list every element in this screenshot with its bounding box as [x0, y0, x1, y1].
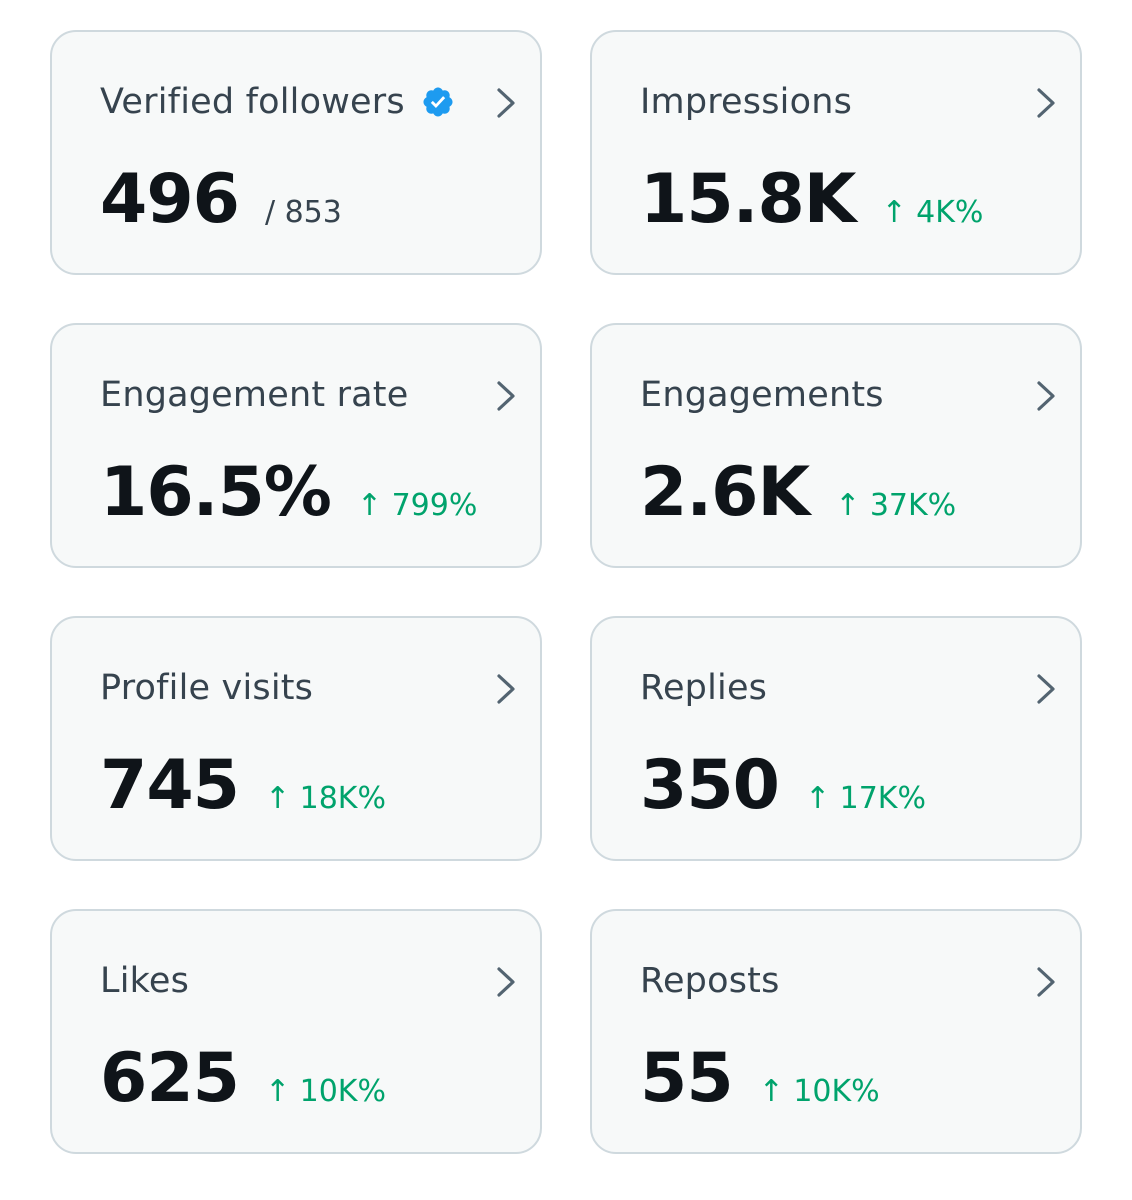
metric-change: ↑ 17K% [804, 781, 926, 816]
chevron-right-icon[interactable] [1034, 965, 1058, 999]
metric-change: ↑ 10K% [264, 1074, 386, 1109]
card-title: Verified followers [100, 82, 405, 122]
value-row: 15.8K ↑ 4K% [640, 160, 983, 240]
card-title-row: Verified followers [100, 82, 455, 122]
card-title: Replies [640, 668, 768, 708]
card-title: Likes [100, 961, 190, 1001]
metric-value: 745 [100, 746, 240, 825]
chevron-right-icon[interactable] [1034, 379, 1058, 413]
metric-change: ↑ 4K% [881, 195, 984, 230]
card-title: Engagements [640, 375, 884, 415]
card-engagement-rate[interactable]: Engagement rate 16.5% ↑ 799% [50, 323, 542, 568]
metric-change: ↑ 799% [356, 488, 478, 523]
card-title-row: Engagement rate [100, 375, 408, 415]
metric-value: 2.6K [640, 453, 810, 532]
chevron-right-icon[interactable] [494, 672, 518, 706]
card-title: Profile visits [100, 668, 314, 708]
card-title-row: Replies [640, 668, 767, 708]
chevron-right-icon[interactable] [494, 379, 518, 413]
value-row: 55 ↑ 10K% [640, 1039, 880, 1119]
value-row: 745 ↑ 18K% [100, 746, 386, 826]
metric-change: ↑ 37K% [835, 488, 957, 523]
card-title-row: Impressions [640, 82, 852, 122]
value-row: 496 / 853 [100, 160, 342, 240]
value-row: 2.6K ↑ 37K% [640, 453, 956, 533]
metrics-grid: Verified followers 496 / 853 Impressions… [50, 30, 1082, 1154]
card-verified-followers[interactable]: Verified followers 496 / 853 [50, 30, 542, 275]
card-reposts[interactable]: Reposts 55 ↑ 10K% [590, 909, 1082, 1154]
metric-value: 15.8K [640, 160, 856, 239]
metric-value: 55 [640, 1039, 734, 1118]
chevron-right-icon[interactable] [494, 86, 518, 120]
metric-value: 625 [100, 1039, 240, 1118]
metric-total: / 853 [264, 195, 342, 230]
card-title: Impressions [640, 82, 853, 122]
card-engagements[interactable]: Engagements 2.6K ↑ 37K% [590, 323, 1082, 568]
verified-badge-icon [421, 85, 455, 119]
card-profile-visits[interactable]: Profile visits 745 ↑ 18K% [50, 616, 542, 861]
card-impressions[interactable]: Impressions 15.8K ↑ 4K% [590, 30, 1082, 275]
card-replies[interactable]: Replies 350 ↑ 17K% [590, 616, 1082, 861]
card-title-row: Likes [100, 961, 189, 1001]
value-row: 625 ↑ 10K% [100, 1039, 386, 1119]
chevron-right-icon[interactable] [1034, 86, 1058, 120]
metric-value: 350 [640, 746, 780, 825]
value-row: 16.5% ↑ 799% [100, 453, 477, 533]
card-title-row: Engagements [640, 375, 884, 415]
metric-value: 496 [100, 160, 240, 239]
chevron-right-icon[interactable] [494, 965, 518, 999]
card-likes[interactable]: Likes 625 ↑ 10K% [50, 909, 542, 1154]
card-title-row: Reposts [640, 961, 780, 1001]
metric-change: ↑ 18K% [264, 781, 386, 816]
card-title-row: Profile visits [100, 668, 313, 708]
metric-change: ↑ 10K% [758, 1074, 880, 1109]
metric-value: 16.5% [100, 453, 332, 532]
card-title: Reposts [640, 961, 780, 1001]
card-title: Engagement rate [100, 375, 409, 415]
chevron-right-icon[interactable] [1034, 672, 1058, 706]
value-row: 350 ↑ 17K% [640, 746, 926, 826]
